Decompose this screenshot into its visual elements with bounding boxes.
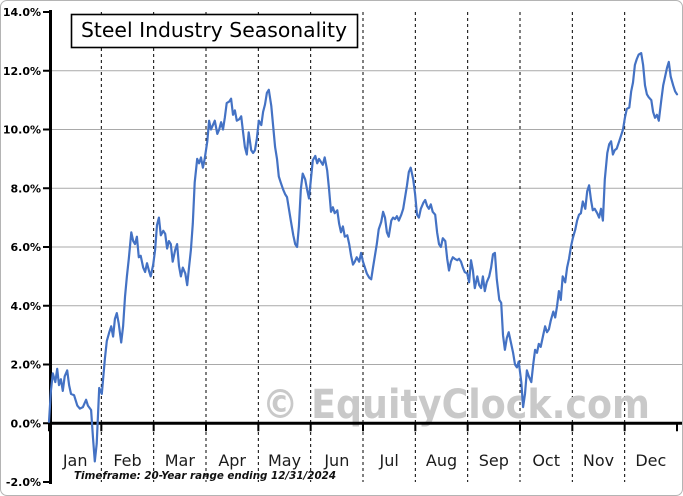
y-tick-label: -2.0% [6,476,41,489]
month-label: Jul [379,451,399,470]
seasonality-line [47,51,679,463]
title-box [70,13,359,49]
y-tick-label: 8.0% [10,182,41,195]
axis-layer: 14.0% 12.0% 10.0% 8.0% 6.0% 4.0% 2.0% 0.0% -2.0%… [3,6,682,489]
watermark: © EquityClock.com [262,382,650,428]
month-label: Feb [113,451,141,470]
timeframe-note: Timeframe: 20-Year range ending 12/31/20… [74,470,336,482]
month-label: Mar [165,451,196,470]
month-label: May [268,451,301,470]
month-label: Dec [635,451,666,470]
month-label: Oct [532,451,560,470]
month-label: Sep [479,451,509,470]
grid-layer [51,12,682,482]
y-tick-label: 10.0% [3,124,41,137]
month-label: Jun [323,451,349,470]
y-tick-label: 4.0% [10,300,41,313]
month-label: Aug [426,451,457,470]
y-tick-label: 0.0% [10,417,41,430]
y-tick-label: 2.0% [10,359,41,372]
series-layer [47,51,679,463]
y-tick-label: 6.0% [10,241,41,254]
month-label: Apr [218,451,246,470]
month-label: Nov [583,451,614,470]
y-tick-label: 14.0% [3,6,41,19]
month-label: Jan [62,451,88,470]
chart-title: Steel Industry Seasonality [81,18,347,42]
y-tick-label: 12.0% [3,65,41,78]
